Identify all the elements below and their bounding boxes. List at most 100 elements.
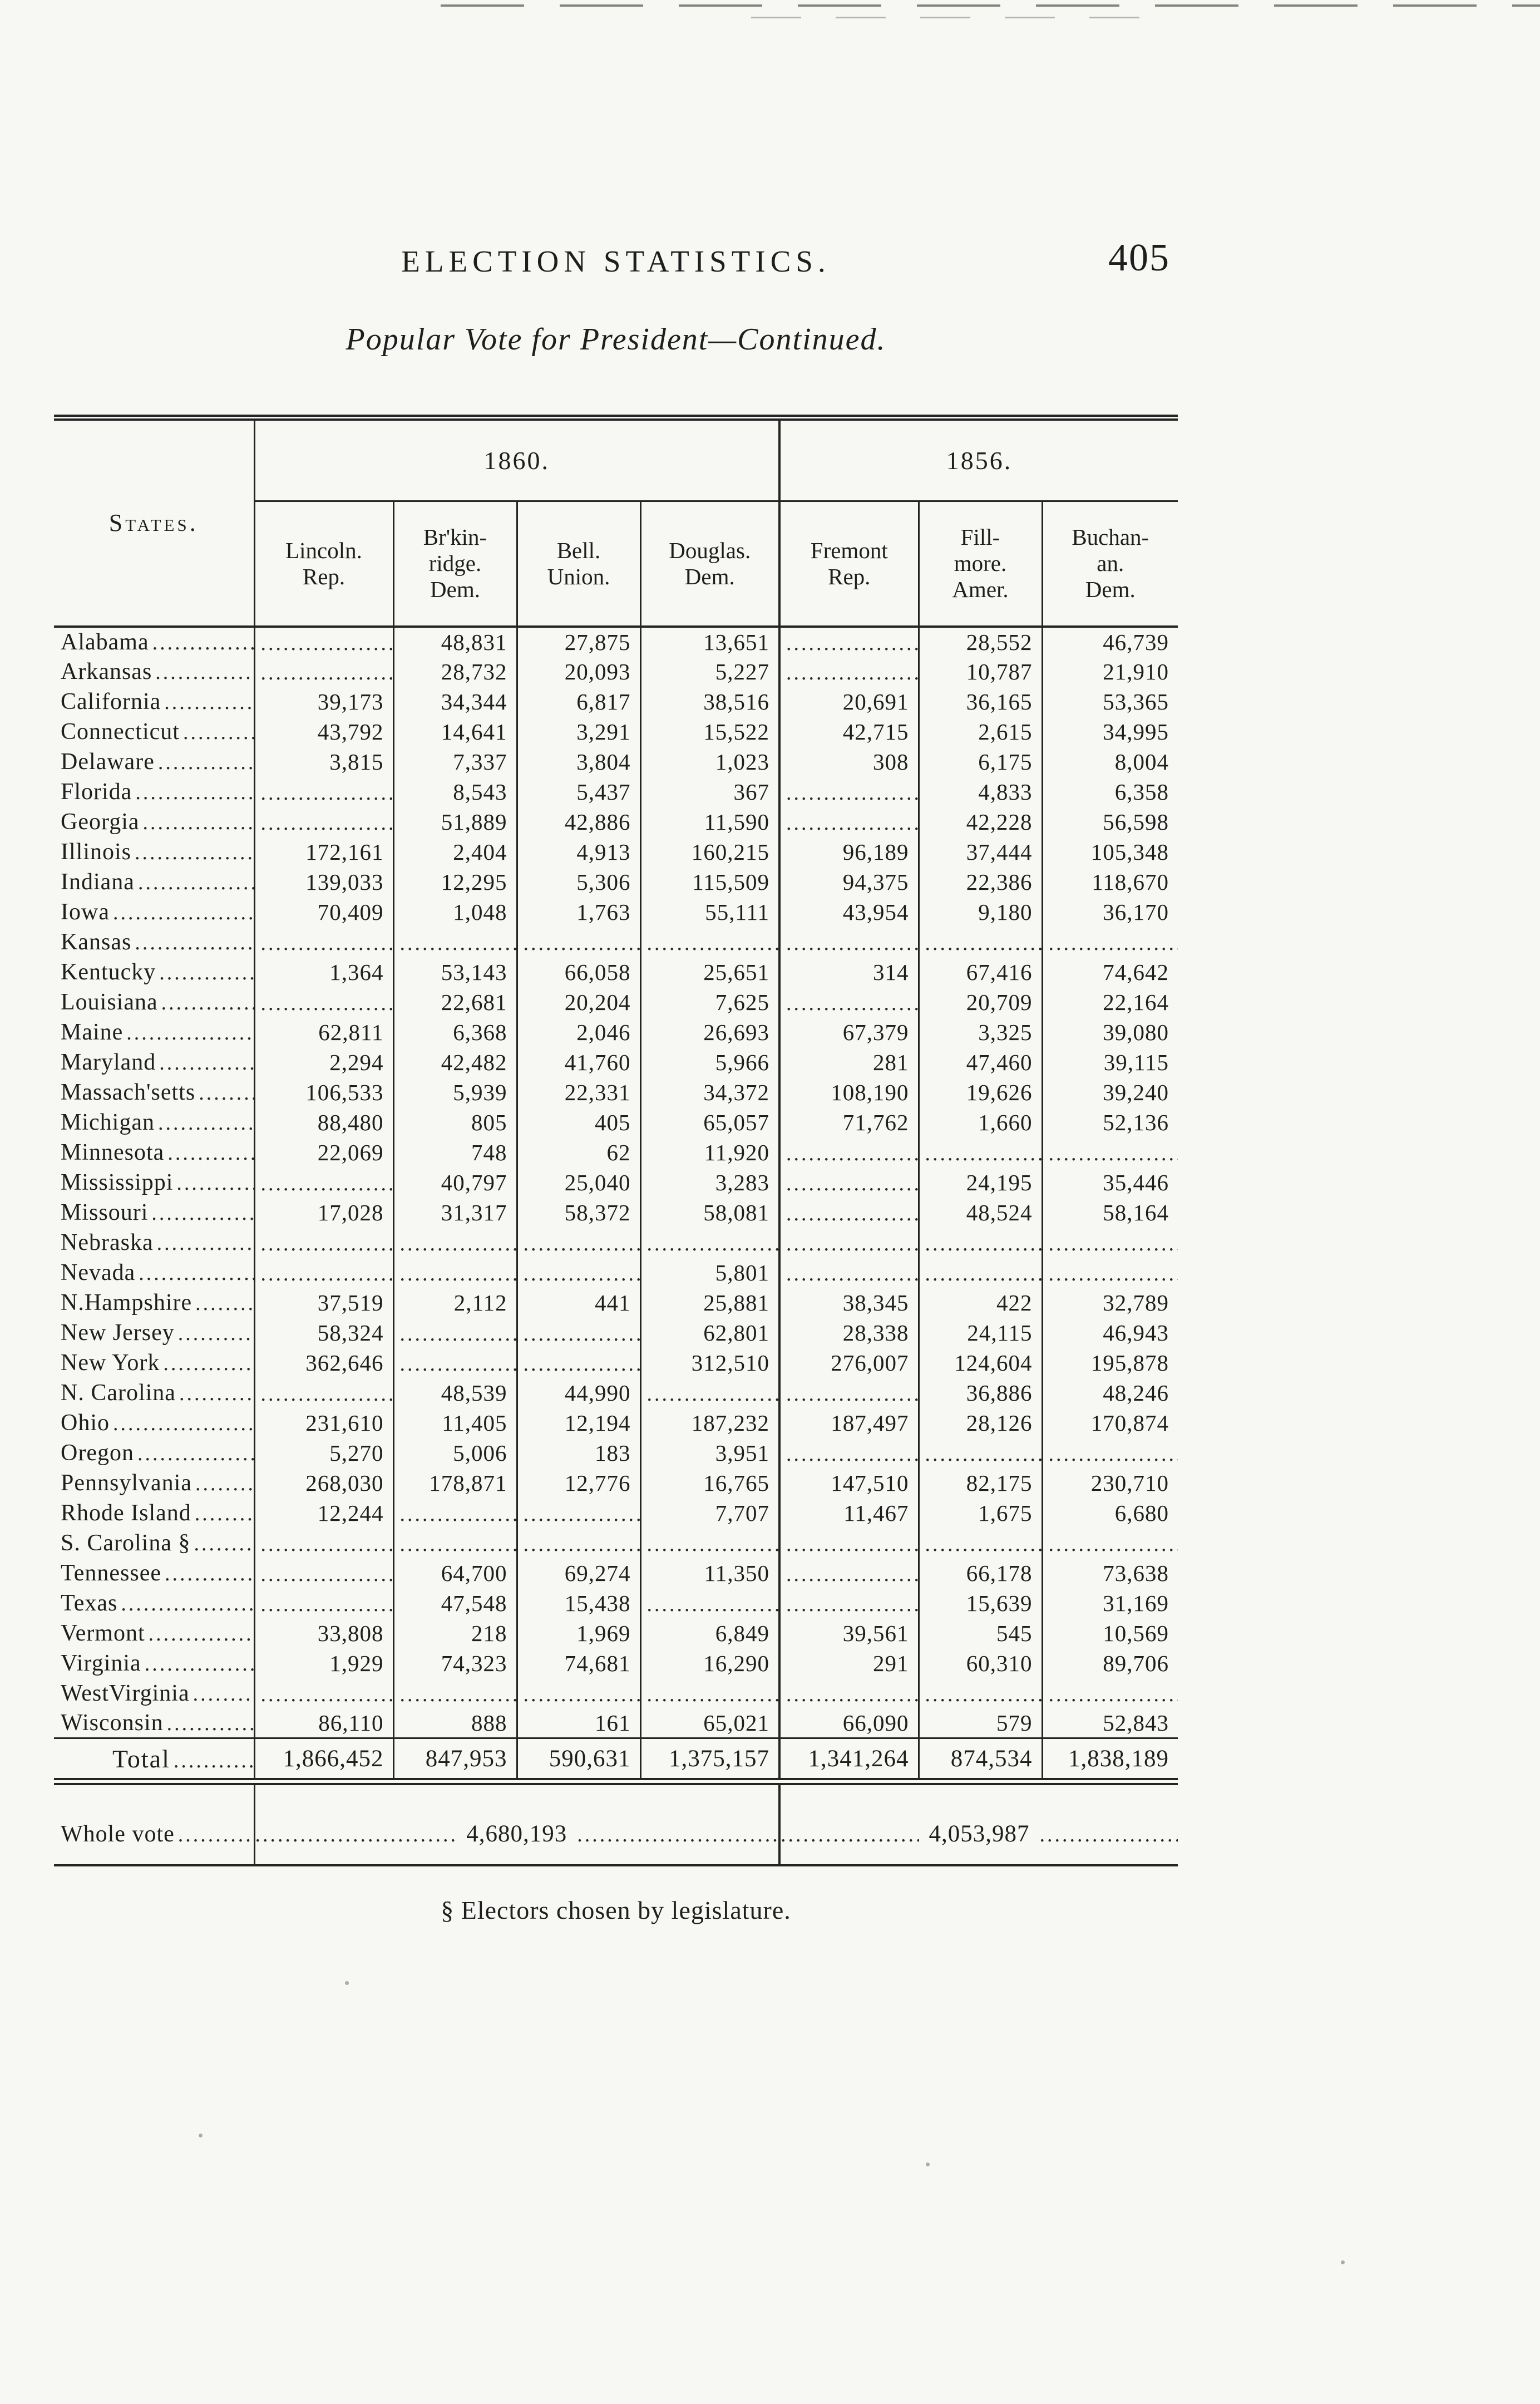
state-name-cell: Maryland [54,1047,254,1077]
state-name-cell: Pennsylvania [54,1468,254,1498]
vote-count: 231,610 [253,1407,393,1438]
vote-count: 10,569 [1041,1618,1178,1648]
vote-count: 34,372 [639,1077,779,1107]
state-name: Indiana [61,869,135,895]
vote-count [392,1317,517,1348]
total-value: 874,534 [917,1737,1042,1785]
column-header: Bell. Union. [516,501,640,628]
vote-count: 124,604 [917,1347,1042,1378]
vote-count [778,1588,919,1618]
state-name-cell: Iowa [54,897,254,927]
vote-count: 13,651 [639,626,779,657]
vote-count: 82,175 [917,1467,1042,1498]
scan-speck [926,2162,930,2166]
vote-count: 39,115 [1041,1047,1178,1077]
scan-speck [1341,2260,1345,2264]
state-name-cell: Missouri [54,1198,254,1228]
column-header: Fill- more. Amer. [917,501,1042,628]
election-table: States. 1860. 1856. Lincoln. Rep. Br'kin-… [54,415,1178,1866]
state-name: Wisconsin [61,1710,164,1736]
state-name: Missouri [61,1199,149,1225]
vote-count: 11,350 [639,1558,779,1588]
state-name-cell: Oregon [54,1438,254,1468]
table-row: Indiana 139,03312,2955,306115,50994,37522… [54,866,1178,897]
vote-count [778,1558,919,1588]
state-name: N.Hampshire [61,1289,192,1316]
state-name: Georgia [61,809,140,835]
vote-count: 32,789 [1041,1287,1178,1318]
vote-count [639,1588,779,1618]
dotted-leader [179,1381,254,1406]
vote-count: 314 [778,957,919,987]
vote-count [253,927,393,957]
vote-count [253,987,393,1017]
vote-count: 5,939 [392,1077,517,1107]
total-value: 1,341,264 [778,1737,919,1785]
vote-count: 579 [917,1708,1042,1738]
state-name-cell: Massach'setts [54,1077,254,1107]
vote-count: 36,886 [917,1377,1042,1408]
vote-count: 66,178 [917,1558,1042,1588]
vote-count [392,1257,517,1288]
vote-count: 195,878 [1041,1347,1178,1378]
state-name-cell: Tennessee [54,1558,254,1588]
vote-count: 3,325 [917,1017,1042,1047]
vote-count: 15,522 [639,716,779,747]
vote-count: 6,817 [516,686,640,717]
vote-count: 5,801 [639,1257,779,1288]
vote-count: 47,460 [917,1047,1042,1077]
state-name-cell: Illinois [54,837,254,867]
dotted-leader [149,1622,254,1646]
vote-count: 312,510 [639,1347,779,1378]
vote-count: 115,509 [639,866,779,897]
total-value: 1,838,189 [1041,1737,1178,1785]
vote-count: 35,446 [1041,1167,1178,1198]
state-name: Louisiana [61,989,158,1015]
vote-count: 5,270 [253,1437,393,1468]
dotted-leader [1040,1822,1178,1847]
vote-count [639,1678,779,1708]
dotted-leader [195,1471,254,1496]
vote-count: 108,190 [778,1077,919,1107]
vote-count: 2,046 [516,1017,640,1047]
whole-vote-row: Whole vote 4,680,193 4,053,987 [54,1781,1178,1865]
state-name: Alabama [61,629,149,655]
state-name: Nevada [61,1259,136,1285]
vote-count [392,1497,517,1528]
table-row: Pennsylvania 268,030178,87112,77616,76514… [54,1467,1178,1498]
column-header: Douglas. Dem. [639,501,779,628]
vote-count: 34,344 [392,686,517,717]
vote-count: 1,929 [253,1648,393,1678]
dotted-leader [167,1711,254,1736]
state-name-cell: Indiana [54,867,254,897]
state-name-cell: Ohio [54,1408,254,1438]
vote-count: 58,081 [639,1197,779,1228]
vote-count: 67,416 [917,957,1042,987]
vote-count: 888 [392,1708,517,1738]
state-name: Iowa [61,899,110,925]
state-name: Minnesota [61,1139,165,1165]
vote-count: 46,943 [1041,1317,1178,1348]
dotted-leader [161,991,254,1015]
total-row: Total 1,866,452847,953590,6311,375,1571,3… [54,1737,1178,1785]
vote-count [778,1227,919,1258]
vote-count: 33,808 [253,1618,393,1648]
vote-count: 65,057 [639,1107,779,1137]
group-header-row: States. 1860. 1856. [54,417,1178,628]
vote-count: 22,681 [392,987,517,1017]
vote-count: 74,681 [516,1648,640,1678]
vote-count: 52,136 [1041,1107,1178,1137]
state-name: New York [61,1349,160,1376]
dotted-leader [121,1592,253,1616]
vote-count [917,1678,1042,1708]
dotted-leader [176,1171,253,1195]
vote-count [917,1257,1042,1288]
vote-count: 42,715 [778,716,919,747]
dotted-leader [165,1561,254,1586]
vote-count: 545 [917,1618,1042,1648]
vote-count: 74,642 [1041,957,1178,987]
vote-count [516,1227,640,1258]
